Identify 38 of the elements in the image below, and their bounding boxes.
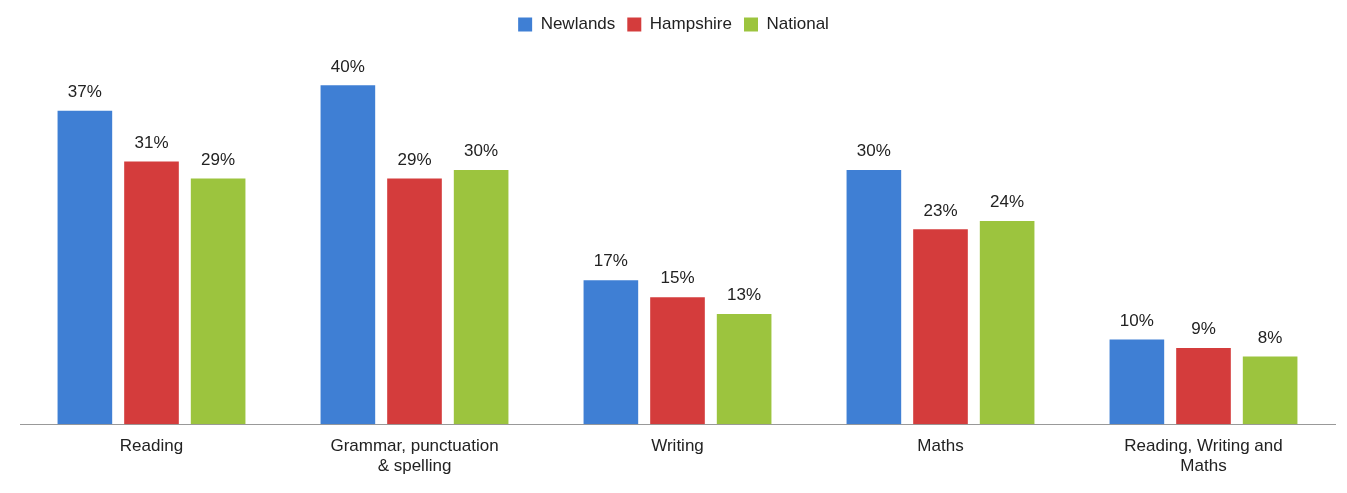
data-label: 29%	[201, 149, 236, 169]
data-label: 9%	[1191, 319, 1216, 339]
bar	[979, 220, 1035, 425]
x-tick-label: Reading	[119, 436, 184, 456]
bar	[846, 170, 902, 425]
data-label: 10%	[1119, 310, 1154, 330]
x-tick-label: Maths	[917, 436, 964, 456]
bar	[453, 170, 509, 425]
bar	[320, 85, 376, 425]
bar	[716, 314, 772, 425]
bar	[650, 297, 705, 425]
x-tick-label: Writing	[651, 436, 704, 456]
x-tick-label: Reading, Writing and Maths	[1124, 436, 1283, 476]
data-label: 17%	[593, 251, 628, 271]
data-label: 31%	[134, 132, 169, 152]
data-label: 13%	[727, 285, 762, 305]
bar	[1176, 347, 1231, 425]
legend-label: Hampshire	[649, 14, 732, 34]
data-label: 29%	[397, 149, 432, 169]
legend-label: National	[766, 14, 829, 34]
bar	[57, 110, 113, 425]
bar	[387, 178, 442, 425]
data-label: 40%	[330, 56, 365, 76]
bar	[190, 178, 246, 425]
x-tick-label: Grammar, punctuation & spelling	[330, 436, 499, 476]
data-label: 30%	[856, 141, 891, 161]
data-label: 30%	[464, 141, 499, 161]
data-label: 23%	[923, 200, 958, 220]
data-label: 8%	[1257, 327, 1283, 347]
data-label: 24%	[990, 192, 1025, 212]
bar	[1109, 339, 1165, 425]
bar	[124, 161, 179, 425]
legend-label: Newlands	[540, 14, 616, 34]
data-label: 15%	[660, 268, 695, 288]
bar	[583, 280, 639, 425]
data-label: 37%	[67, 81, 102, 101]
bar	[1242, 356, 1298, 425]
bar	[913, 229, 968, 425]
